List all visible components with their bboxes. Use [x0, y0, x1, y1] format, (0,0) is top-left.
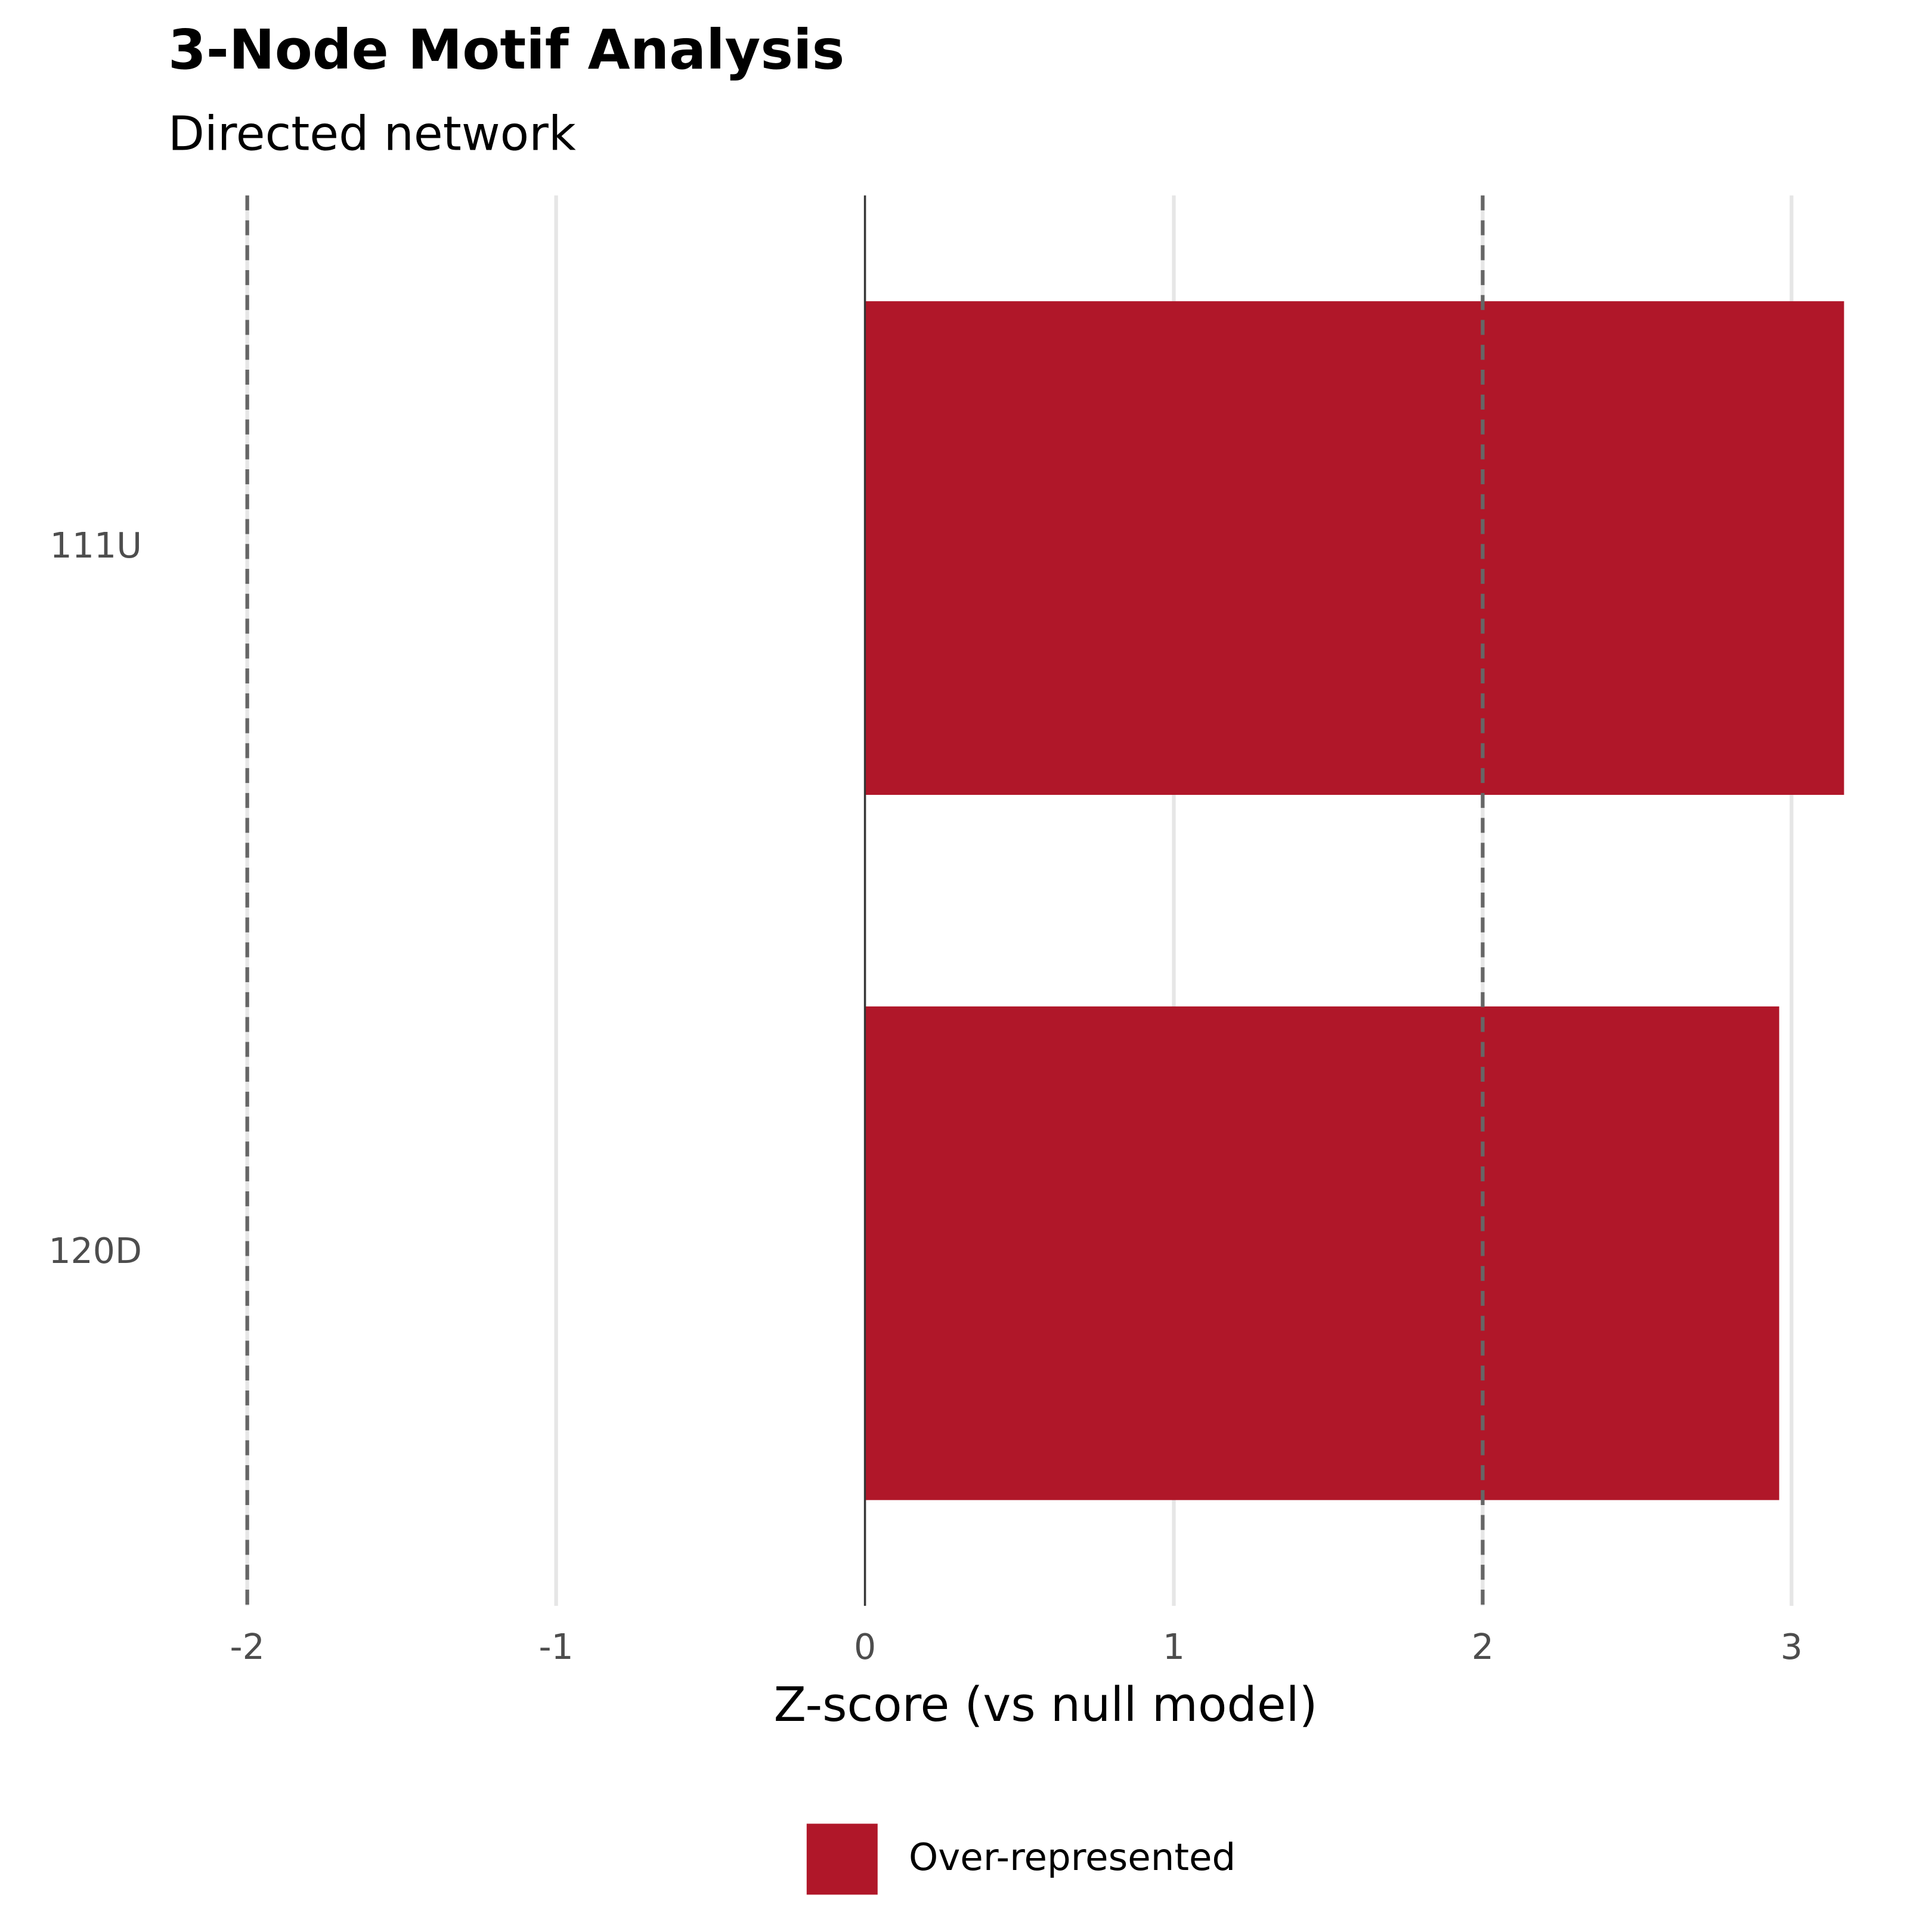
legend-swatch [806, 1823, 878, 1895]
x-tick-label: -2 [230, 1627, 265, 1667]
legend-label: Over-represented [909, 1835, 1236, 1879]
bar [865, 1006, 1779, 1500]
chart-title: 3-Node Motif Analysis [168, 18, 844, 82]
y-tick-label: 120D [48, 1231, 142, 1271]
y-tick-label: 111U [50, 525, 142, 566]
x-tick-label: 2 [1472, 1627, 1494, 1667]
x-tick-label: 1 [1163, 1627, 1185, 1667]
chart-subtitle: Directed network [168, 106, 576, 162]
x-tick-label: 3 [1781, 1627, 1803, 1667]
x-axis-title: Z-score (vs null model) [774, 1677, 1318, 1732]
bar [865, 301, 1844, 795]
x-tick-label: -1 [538, 1627, 573, 1667]
x-tick-label: 0 [854, 1627, 876, 1667]
